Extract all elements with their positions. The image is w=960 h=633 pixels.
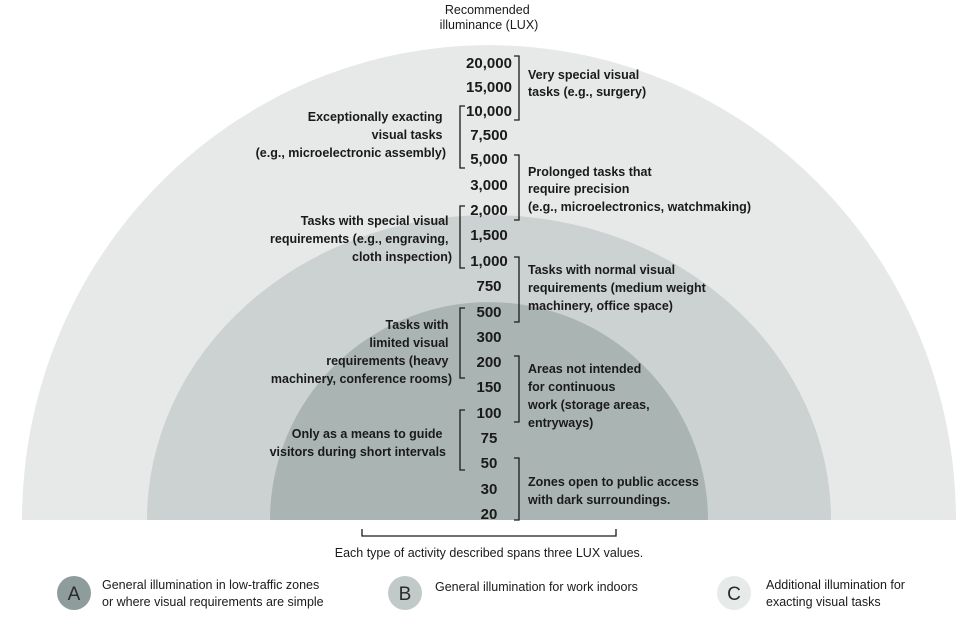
annotation-line: Very special visual bbox=[528, 68, 639, 82]
legend-line: Additional illumination for bbox=[766, 578, 905, 592]
annotation-line: Zones open to public access bbox=[528, 475, 699, 489]
annotation-line: limited visual bbox=[369, 336, 448, 350]
lux-value: 30 bbox=[481, 481, 498, 498]
legend-text-a: General illumination in low-traffic zone… bbox=[102, 578, 324, 609]
left-annotations: Exceptionally exacting visual tasks (e.g… bbox=[256, 110, 452, 459]
lux-value: 15,000 bbox=[466, 79, 512, 96]
annotation-exceptionally-exacting: Exceptionally exacting visual tasks (e.g… bbox=[256, 110, 446, 160]
annotation-line: cloth inspection) bbox=[352, 250, 452, 264]
legend-letter-a: A bbox=[68, 584, 81, 605]
annotation-line: machinery, conference rooms) bbox=[271, 372, 452, 386]
bracket-right bbox=[514, 154, 520, 221]
annotation-line: Tasks with bbox=[386, 318, 449, 332]
annotation-line: requirements (heavy bbox=[326, 354, 448, 368]
left-brackets bbox=[459, 105, 465, 471]
annotation-not-continuous: Areas not intended for continuous work (… bbox=[527, 362, 653, 430]
lux-value: 150 bbox=[476, 379, 501, 396]
footnote: Each type of activity described spans th… bbox=[335, 546, 644, 560]
annotation-special-visual: Tasks with special visual requirements (… bbox=[270, 214, 452, 264]
lux-value: 750 bbox=[476, 278, 501, 295]
lux-value: 200 bbox=[476, 354, 501, 371]
axis-header: Recommended illuminance (LUX) bbox=[440, 3, 539, 32]
lux-value: 75 bbox=[481, 430, 498, 447]
right-annotations: Very special visual tasks (e.g., surgery… bbox=[527, 68, 751, 507]
annotation-limited-visual: Tasks with limited visual requirements (… bbox=[271, 318, 452, 386]
lux-value: 7,500 bbox=[470, 127, 508, 144]
annotation-line: (e.g., microelectronic assembly) bbox=[256, 146, 446, 160]
legend: A General illumination in low-traffic zo… bbox=[57, 576, 908, 610]
lux-value: 2,000 bbox=[470, 202, 508, 219]
annotation-line: require precision bbox=[528, 182, 629, 196]
legend-text-b: General illumination for work indoors bbox=[435, 580, 638, 594]
annotation-guide-visitors: Only as a means to guide visitors during… bbox=[270, 427, 446, 459]
annotation-very-special: Very special visual tasks (e.g., surgery… bbox=[528, 68, 646, 99]
legend-line: General illumination in low-traffic zone… bbox=[102, 578, 319, 592]
annotation-line: Only as a means to guide bbox=[292, 427, 443, 441]
footnote-bracket bbox=[361, 529, 617, 537]
illumination-zones bbox=[22, 45, 956, 520]
annotation-line: Areas not intended bbox=[528, 362, 641, 376]
bracket-right bbox=[514, 355, 520, 423]
bracket-right bbox=[514, 457, 520, 521]
legend-item-c: C Additional illumination for exacting v… bbox=[717, 576, 908, 610]
annotation-public-access: Zones open to public access with dark su… bbox=[527, 475, 702, 507]
legend-letter-c: C bbox=[727, 584, 741, 605]
bracket-right bbox=[514, 55, 520, 121]
annotation-line: Tasks with special visual bbox=[301, 214, 449, 228]
annotation-line: requirements (medium weight bbox=[528, 281, 707, 295]
lux-value: 10,000 bbox=[466, 103, 512, 120]
legend-letter-b: B bbox=[399, 584, 412, 605]
axis-header-line: Recommended bbox=[445, 3, 530, 17]
annotation-line: entryways) bbox=[528, 416, 593, 430]
lux-scale: 20,000 15,000 10,000 7,500 5,000 3,000 2… bbox=[466, 55, 512, 523]
legend-line: or where visual requirements are simple bbox=[102, 595, 324, 609]
lux-value: 5,000 bbox=[470, 151, 508, 168]
annotation-line: machinery, office space) bbox=[528, 299, 673, 313]
axis-header-line: illuminance (LUX) bbox=[440, 18, 539, 32]
annotation-line: Prolonged tasks that bbox=[528, 165, 652, 179]
legend-line: General illumination for work indoors bbox=[435, 580, 638, 594]
bracket-left bbox=[459, 409, 465, 471]
annotation-line: visitors during short intervals bbox=[270, 445, 446, 459]
lux-value: 100 bbox=[476, 405, 501, 422]
annotation-line: for continuous bbox=[528, 380, 616, 394]
lux-value: 300 bbox=[476, 329, 501, 346]
legend-badge-b bbox=[388, 576, 422, 610]
zone-a-inner-arc bbox=[270, 302, 708, 520]
lux-value: 20,000 bbox=[466, 55, 512, 72]
legend-item-b: B General illumination for work indoors bbox=[388, 576, 638, 610]
lux-value: 20 bbox=[481, 506, 498, 523]
lux-value: 1,000 bbox=[470, 253, 508, 270]
legend-item-a: A General illumination in low-traffic zo… bbox=[57, 576, 324, 610]
legend-badge-c bbox=[717, 576, 751, 610]
annotation-line: Exceptionally exacting bbox=[308, 110, 443, 124]
annotation-normal-visual: Tasks with normal visual requirements (m… bbox=[528, 263, 709, 313]
right-brackets bbox=[514, 55, 520, 521]
bracket-left bbox=[459, 105, 465, 169]
legend-text-c: Additional illumination for exacting vis… bbox=[766, 578, 908, 609]
legend-line: exacting visual tasks bbox=[766, 595, 881, 609]
lux-value: 500 bbox=[476, 304, 501, 321]
legend-badge-a bbox=[57, 576, 91, 610]
annotation-line: visual tasks bbox=[372, 128, 443, 142]
annotation-line: tasks (e.g., surgery) bbox=[528, 85, 646, 99]
bracket-left bbox=[459, 307, 465, 379]
bracket-left bbox=[459, 205, 465, 269]
bracket-right bbox=[514, 256, 520, 323]
annotation-line: Tasks with normal visual bbox=[528, 263, 675, 277]
annotation-line: (e.g., microelectronics, watchmaking) bbox=[528, 200, 751, 214]
annotation-line: work (storage areas, bbox=[527, 398, 650, 412]
annotation-line: with dark surroundings. bbox=[527, 493, 670, 507]
lux-value: 3,000 bbox=[470, 177, 508, 194]
lux-value: 1,500 bbox=[470, 227, 508, 244]
lux-value: 50 bbox=[481, 455, 498, 472]
annotation-line: requirements (e.g., engraving, bbox=[270, 232, 449, 246]
annotation-prolonged: Prolonged tasks that require precision (… bbox=[528, 165, 751, 214]
